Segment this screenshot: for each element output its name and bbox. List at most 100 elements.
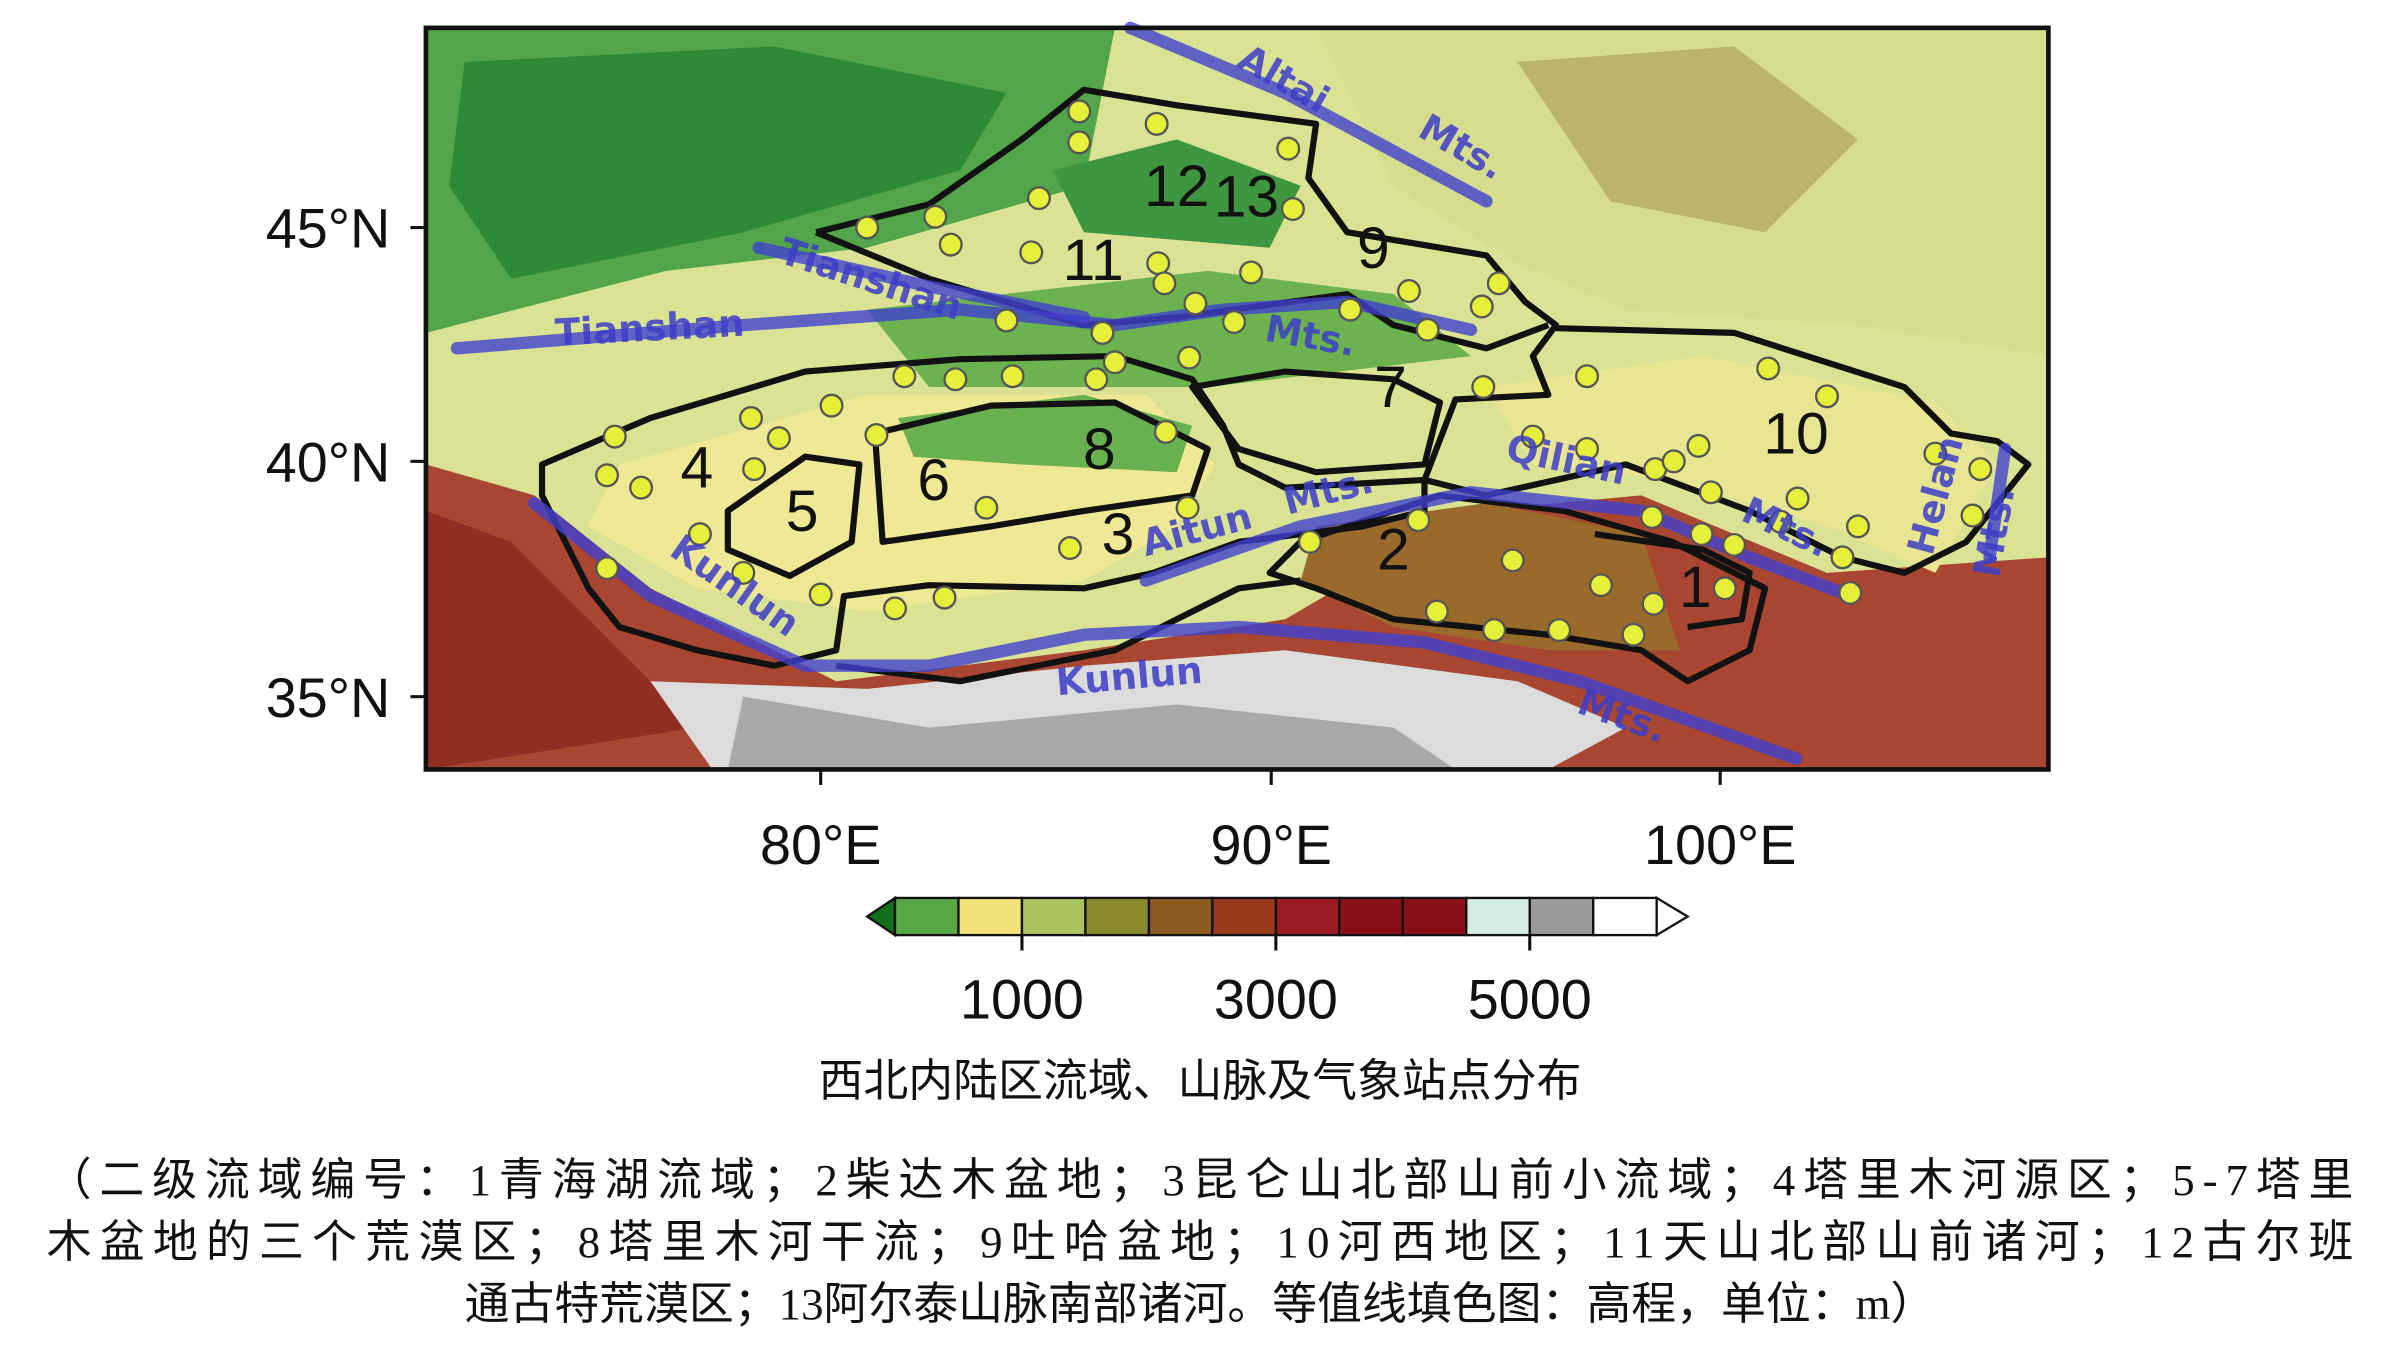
mountain-line xyxy=(1124,21,1493,208)
terrain-junggar xyxy=(1052,139,1301,248)
lon-label: 90°E xyxy=(1210,814,1331,876)
colorbar-segment xyxy=(1465,896,1531,937)
terrain-hexi xyxy=(1486,356,1998,573)
colorbar-label: 3000 xyxy=(1214,969,1338,1031)
station xyxy=(1102,350,1127,375)
station xyxy=(1406,508,1431,533)
station xyxy=(1500,548,1525,573)
station xyxy=(1019,240,1044,265)
caption-line: （二级流域编号：1青海湖流域；2柴达木盆地；3昆仑山北部山前小流域；4塔里木河源… xyxy=(47,1155,2354,1205)
station xyxy=(1000,364,1025,389)
lat-label: 35°N xyxy=(266,667,391,729)
station xyxy=(731,560,756,585)
station xyxy=(1722,532,1747,557)
station xyxy=(883,596,908,621)
terrain-olive xyxy=(1517,46,1858,233)
station xyxy=(629,475,654,500)
outline-qinghai xyxy=(1594,531,1753,631)
region-number: 4 xyxy=(680,436,713,501)
station xyxy=(1057,536,1082,561)
colorbar-arrow xyxy=(1655,895,1690,938)
station xyxy=(1469,294,1494,319)
station xyxy=(1689,522,1714,547)
colorbar-arrow xyxy=(865,895,897,938)
station xyxy=(1415,317,1440,342)
terrain-gray xyxy=(727,696,1456,770)
station xyxy=(1845,514,1870,539)
station xyxy=(892,364,917,389)
station xyxy=(1575,364,1600,389)
outline-kunlun xyxy=(835,577,1302,685)
station xyxy=(1067,99,1092,124)
terrain-tarim-river xyxy=(898,394,1193,473)
outline-7 xyxy=(1189,368,1444,476)
station xyxy=(1090,320,1115,345)
station xyxy=(938,232,963,257)
station xyxy=(819,393,844,418)
caption-line: 木盆地的三个荒漠区；8塔里木河干流；9吐哈盆地；10河西地区；11天山北部山前诸… xyxy=(47,1217,2354,1267)
outline-5 xyxy=(724,453,863,580)
colorbar-segment xyxy=(1147,896,1214,937)
lon-label: 100°E xyxy=(1644,814,1796,876)
region-number: 12 xyxy=(1144,154,1209,219)
terrain-qaidam xyxy=(1300,503,1680,651)
colorbar: 1000 3000 5000 xyxy=(865,895,1690,1031)
station xyxy=(742,457,767,482)
region-number: 11 xyxy=(1063,228,1124,293)
station xyxy=(1153,419,1178,444)
station xyxy=(1923,441,1948,466)
station xyxy=(1621,622,1646,647)
station xyxy=(923,204,948,229)
station xyxy=(1960,503,1985,528)
station xyxy=(766,426,791,451)
terrain xyxy=(425,27,2049,770)
region-number: 7 xyxy=(1374,355,1407,420)
colorbar-segment xyxy=(1401,896,1468,937)
colorbar-segment xyxy=(1020,896,1087,937)
colorbar-label: 1000 xyxy=(960,969,1084,1031)
station xyxy=(932,585,957,610)
station xyxy=(1183,291,1208,316)
mountain-line xyxy=(1139,486,1857,603)
mountain-label: Tianshan xyxy=(554,302,746,355)
mountain-line xyxy=(752,241,1091,324)
station xyxy=(1297,529,1322,554)
region-number: 3 xyxy=(1102,502,1135,567)
colorbar-segment xyxy=(893,896,960,937)
colorbar-segment xyxy=(1084,896,1151,937)
region-number: 1 xyxy=(1679,555,1712,620)
lat-label: 45°N xyxy=(266,198,391,260)
station xyxy=(1830,545,1855,570)
station xyxy=(1686,433,1711,458)
station xyxy=(595,463,620,488)
map-frame xyxy=(423,25,2051,772)
caption-line: 通古特荒漠区；13阿尔泰山脉南部诸河。等值线填色图：高程，单位：m） xyxy=(465,1279,1936,1329)
station xyxy=(1424,599,1449,624)
station xyxy=(1547,618,1572,643)
station xyxy=(1338,297,1363,322)
station xyxy=(1397,279,1422,304)
station xyxy=(1641,591,1666,616)
station xyxy=(1084,367,1109,392)
region-number: 5 xyxy=(786,479,819,544)
station xyxy=(1838,580,1863,605)
colorbar-segment xyxy=(1528,896,1595,937)
station xyxy=(1144,111,1169,136)
station xyxy=(739,406,764,431)
station xyxy=(1575,436,1600,461)
station xyxy=(1239,260,1264,285)
station xyxy=(602,424,627,449)
region-number: 2 xyxy=(1377,518,1410,583)
region-number: 8 xyxy=(1083,417,1116,482)
colorbar-segment xyxy=(1592,896,1658,937)
station xyxy=(994,308,1019,333)
station xyxy=(1026,186,1051,211)
station xyxy=(1698,480,1723,505)
station xyxy=(1968,457,1993,482)
station xyxy=(687,522,712,547)
station xyxy=(1276,136,1301,161)
stations xyxy=(595,99,1993,647)
region-number: 10 xyxy=(1763,402,1828,467)
station xyxy=(1768,509,1793,534)
